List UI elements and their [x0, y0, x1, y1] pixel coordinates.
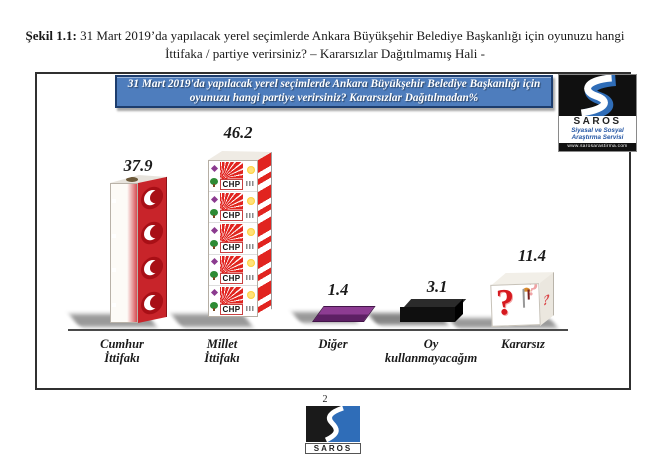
bar-millet: CHP CHP CHP CHP CHP: [208, 160, 258, 317]
bar-value-diger: 1.4: [327, 280, 349, 299]
millet-segment: CHP: [209, 255, 257, 286]
figure-caption: Şekil 1.1: 31 Mart 2019’da yapılacak yer…: [0, 27, 650, 62]
iyi-wordmark-icon: [246, 212, 255, 218]
chp-wordmark: CHP: [220, 210, 243, 222]
iyi-sun-icon: [246, 165, 255, 174]
caption-line2: İttifaka / partiye verirsiniz? – Kararsı…: [165, 45, 485, 61]
chp-rays-icon: [220, 255, 243, 273]
saros-s-swoosh-icon: [306, 406, 360, 442]
iyi-wordmark-icon: [246, 181, 255, 187]
axis-baseline: [68, 329, 568, 331]
saros-website: www.sarosarastirma.com: [559, 142, 636, 151]
iyi-sun-icon: [246, 290, 255, 299]
small-party-icon: [210, 195, 218, 203]
bar-oy-kullanmayacagim: [400, 307, 455, 322]
bar-cumhur-side-face: [138, 176, 167, 323]
figure-label: Şekil 1.1:: [25, 28, 77, 43]
bar-value-oy-kullanmayacagim: 3.1: [426, 277, 448, 296]
saadet-tree-icon: [210, 240, 218, 250]
iyi-sun-icon: [246, 197, 255, 205]
question-mark-icon: ?: [541, 288, 552, 310]
saadet-tree-icon: [210, 208, 218, 218]
saros-tagline-line1: Siyasal ve Sosyal: [571, 127, 624, 134]
small-party-icon: [210, 164, 218, 172]
undecided-person-icon: [522, 288, 536, 323]
saadet-tree-icon: [210, 271, 218, 281]
mhp-crescent-icon: [141, 184, 163, 211]
footer-saros-name: SAROS: [305, 443, 361, 454]
bar-cumhur: [110, 183, 138, 323]
mhp-crescent-icon: [141, 219, 163, 246]
iyi-wordmark-icon: [246, 306, 255, 312]
chp-rays-icon: [220, 224, 243, 242]
footer-saros-logo: SAROS: [303, 406, 363, 454]
bar-millet-side-face: [258, 151, 272, 317]
saros-s-swoosh-icon: [559, 75, 636, 116]
bar-value-millet: 46.2: [223, 123, 253, 142]
page-number: 2: [322, 394, 328, 405]
chp-wordmark: CHP: [220, 179, 243, 191]
small-party-icon: [210, 289, 218, 297]
caption-line1: 31 Mart 2019’da yapılacak yerel seçimler…: [80, 28, 625, 43]
bar-value-kararsiz: 11.4: [518, 246, 546, 265]
category-label-kararsiz: Kararsız: [501, 337, 545, 351]
millet-segment: CHP: [209, 192, 257, 224]
iyi-sun-icon: [246, 228, 255, 237]
small-party-icon: [210, 226, 218, 234]
chp-rays-icon: [220, 162, 243, 180]
question-mark-icon: ?: [495, 283, 516, 324]
category-label-oy-kullanmayacagim: Oy kullanmayacağım: [384, 337, 478, 365]
saros-logo-name: SAROS: [573, 116, 622, 127]
saros-logo: SAROS Siyasal ve Sosyal Araştırma Servis…: [558, 74, 637, 152]
bar-millet-top-face: [208, 151, 272, 160]
chart-title-box: 31 Mart 2019'da yapılacak yerel seçimler…: [115, 75, 553, 108]
category-label-millet: Millet İttifakı: [204, 337, 240, 365]
chart-title-line1: 31 Mart 2019'da yapılacak yerel seçimler…: [127, 78, 541, 90]
chart-title-line2: oyunuzu hangi partiye verirsiniz? Karars…: [189, 91, 479, 104]
bar-cumhur-top-face: [110, 175, 167, 184]
chp-wordmark: CHP: [220, 304, 243, 316]
chp-wordmark: CHP: [220, 241, 243, 253]
iyi-sun-icon: [246, 259, 255, 268]
saadet-tree-icon: [210, 302, 218, 312]
bar-oy-side-face: [455, 299, 463, 322]
bar-kararsiz: ? ?: [490, 283, 541, 327]
saadet-tree-icon: [210, 177, 218, 187]
chp-rays-icon: [220, 193, 243, 211]
bar-value-cumhur: 37.9: [123, 156, 153, 175]
category-label-cumhur: Cumhur İttifakı: [100, 337, 144, 365]
millet-segment: CHP: [209, 223, 257, 255]
mhp-crescent-icon: [141, 289, 163, 316]
bar-kararsiz-top-face: [491, 272, 554, 286]
small-party-icon: [210, 258, 218, 266]
chp-rays-icon: [220, 286, 243, 305]
millet-segment: CHP: [209, 161, 257, 193]
saros-tagline-line2: Araştırma Servisi: [571, 133, 624, 141]
iyi-wordmark-icon: [246, 243, 255, 249]
category-label-diger: Diğer: [318, 337, 348, 351]
iyi-wordmark-icon: [246, 275, 255, 280]
mhp-crescent-icon: [141, 254, 163, 281]
millet-segment: CHP: [209, 286, 257, 316]
chp-wordmark: CHP: [220, 272, 243, 284]
